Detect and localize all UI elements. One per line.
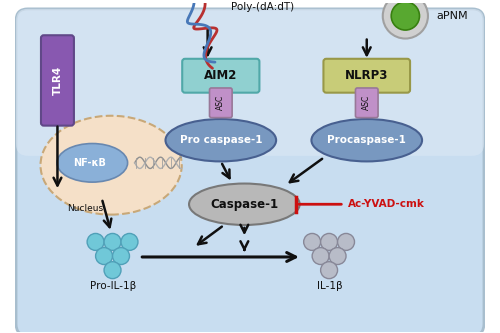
Ellipse shape [40,116,182,214]
Circle shape [87,233,104,250]
Text: AIM2: AIM2 [204,69,238,82]
Text: Ac-YVAD-cmk: Ac-YVAD-cmk [348,199,425,209]
Circle shape [320,262,338,279]
FancyBboxPatch shape [16,9,484,333]
Text: TLR4: TLR4 [52,66,62,95]
Text: ASC: ASC [362,95,372,111]
Ellipse shape [189,183,300,225]
Text: NLRP3: NLRP3 [345,69,389,82]
Text: Poly-(dA:dT): Poly-(dA:dT) [231,2,294,12]
Text: ASC: ASC [216,95,226,111]
Circle shape [104,233,121,250]
Text: IL-1β: IL-1β [317,281,343,291]
Circle shape [96,247,112,264]
Circle shape [391,2,420,30]
Text: Nucleus: Nucleus [67,204,104,213]
Text: Pro caspase-1: Pro caspase-1 [180,135,262,145]
Ellipse shape [57,144,128,182]
Circle shape [338,233,354,250]
Text: Caspase-1: Caspase-1 [210,198,278,211]
FancyBboxPatch shape [182,59,260,93]
FancyBboxPatch shape [41,35,74,126]
Circle shape [320,233,338,250]
FancyBboxPatch shape [16,9,484,156]
Ellipse shape [312,119,422,162]
Circle shape [312,247,329,264]
Text: Procaspase-1: Procaspase-1 [328,135,406,145]
Circle shape [329,247,346,264]
Text: NF-κB: NF-κB [74,158,106,168]
Circle shape [104,262,121,279]
Circle shape [112,247,130,264]
Ellipse shape [166,119,276,162]
FancyBboxPatch shape [356,88,378,118]
Circle shape [304,233,320,250]
Circle shape [383,0,428,39]
Text: aPNM: aPNM [436,11,468,21]
FancyBboxPatch shape [324,59,410,93]
Circle shape [121,233,138,250]
Text: Pro-IL-1β: Pro-IL-1β [90,281,136,291]
FancyBboxPatch shape [210,88,232,118]
